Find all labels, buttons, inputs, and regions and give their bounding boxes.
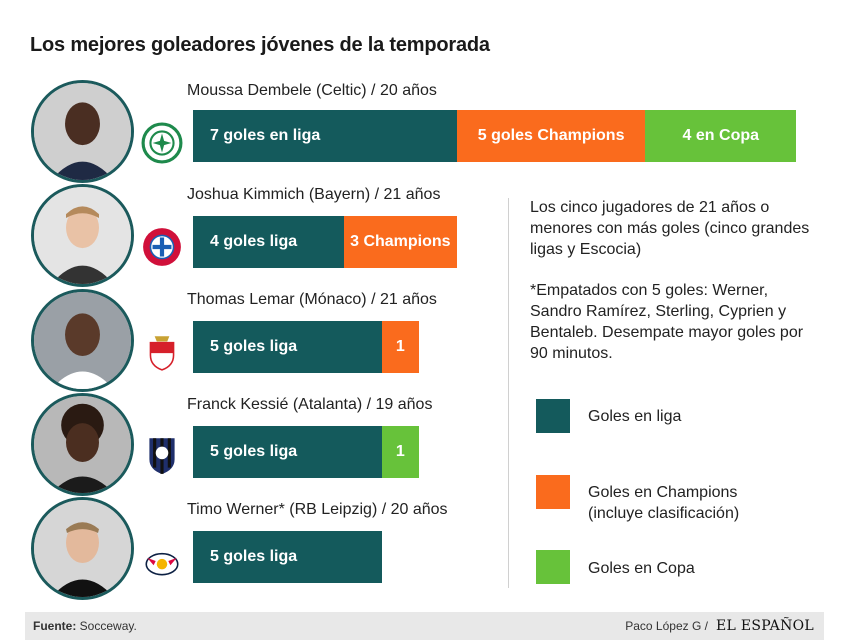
player-label: Moussa Dembele (Celtic) / 20 años (187, 82, 437, 99)
bar-label: 4 en Copa (682, 127, 760, 144)
bar-label: 5 goles liga (210, 338, 298, 355)
bar-label: 5 goles liga (210, 548, 298, 565)
divider (508, 198, 509, 588)
footer: Fuente: Socceway. Paco López G / EL ESPA… (25, 612, 824, 640)
avatar (31, 184, 134, 287)
bar-segment-champions: 3 Champions (343, 216, 457, 268)
bar-row: 5 goles liga (193, 531, 382, 583)
rb-leipzig-crest-icon (141, 540, 183, 582)
bayern-crest-icon (141, 226, 183, 268)
bar-segment-liga: 5 goles liga (193, 426, 382, 478)
avatar (31, 80, 134, 183)
bar-segment-copa: 4 en Copa (645, 110, 797, 162)
bar-row: 7 goles en liga 5 goles Champions 4 en Cop… (193, 110, 797, 162)
player-label: Franck Kessié (Atalanta) / 19 años (187, 396, 433, 413)
brand-logo: EL ESPAÑOL (715, 618, 814, 634)
celtic-crest-icon (141, 122, 183, 164)
bar-segment-liga: 7 goles en liga (193, 110, 457, 162)
note-paragraph: Los cinco jugadores de 21 años o menores… (530, 199, 810, 258)
bar-row: 4 goles liga 3 Champions (193, 216, 457, 268)
bar-segment-champions: 1 (381, 321, 420, 373)
bar-label: 1 (395, 338, 405, 355)
player-label: Timo Werner* (RB Leipzig) / 20 años (187, 501, 448, 518)
chart-title: Los mejores goleadores jóvenes de la tem… (30, 34, 490, 56)
avatar (31, 393, 134, 496)
bar-label: 4 goles liga (210, 233, 298, 250)
avatar (31, 497, 134, 600)
bar-label: 5 goles liga (210, 443, 298, 460)
bar-label: 5 goles Champions (477, 127, 625, 144)
credit: Paco López G / EL ESPAÑOL (625, 618, 814, 634)
player-label: Thomas Lemar (Mónaco) / 21 años (187, 291, 437, 308)
legend-swatch-liga (536, 399, 570, 433)
bar-segment-champions: 5 goles Champions (456, 110, 646, 162)
source-label: Fuente: (33, 619, 77, 633)
source-value: Socceway. (76, 619, 137, 633)
avatar (31, 289, 134, 392)
source-note: Fuente: Socceway. (33, 619, 137, 633)
bar-label: 7 goles en liga (210, 127, 321, 144)
monaco-crest-icon (141, 330, 183, 372)
bar-label: 3 Champions (350, 233, 451, 250)
author-credit: Paco López G / (625, 619, 708, 633)
note-paragraph: *Empatados con 5 goles: Werner, Sandro R… (530, 282, 804, 362)
legend-label: Goles en Champions (incluye clasificació… (588, 484, 740, 522)
bar-row: 5 goles liga 1 (193, 426, 420, 478)
bar-segment-liga: 5 goles liga (193, 321, 382, 373)
bar-segment-copa: 1 (381, 426, 420, 478)
legend-label: Goles en liga (588, 408, 682, 425)
bar-segment-liga: 5 goles liga (193, 531, 382, 583)
bar-segment-liga: 4 goles liga (193, 216, 344, 268)
legend-swatch-copa (536, 550, 570, 584)
legend-swatch-champions (536, 475, 570, 509)
player-label: Joshua Kimmich (Bayern) / 21 años (187, 186, 441, 203)
bar-label: 1 (395, 443, 405, 460)
bar-row: 5 goles liga 1 (193, 321, 420, 373)
legend-label: Goles en Copa (588, 560, 695, 577)
atalanta-crest-icon (141, 434, 183, 476)
